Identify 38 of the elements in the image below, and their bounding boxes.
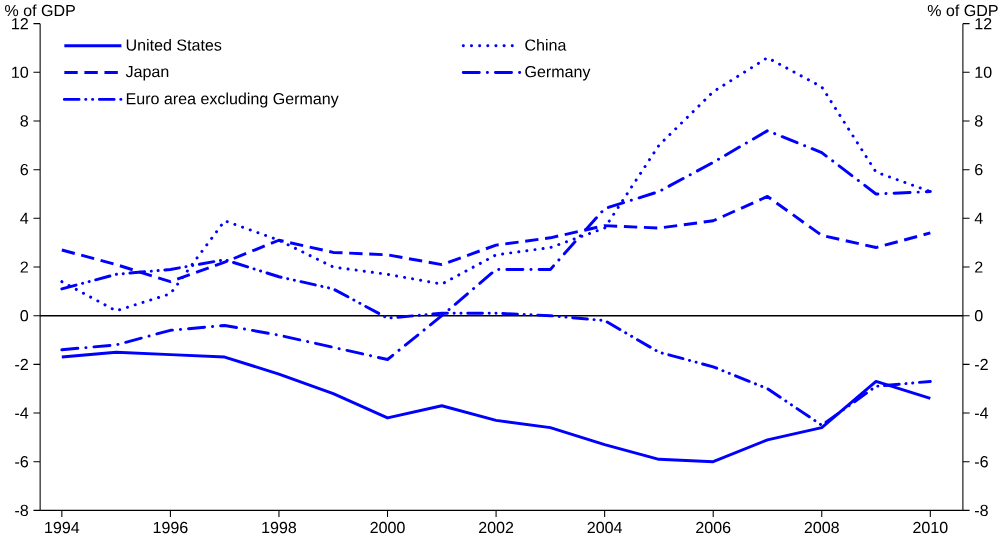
x-tick-label: 2004: [587, 522, 623, 534]
x-tick-label: 2006: [696, 522, 731, 534]
x-tick-label: 2008: [804, 522, 839, 534]
y-tick-label: -4: [15, 407, 29, 419]
y2-tick-label: -8: [975, 504, 988, 517]
y2-tick-label: 0: [974, 310, 983, 322]
y2-tick-label: -2: [975, 358, 988, 371]
y2-tick-label: 12: [975, 18, 992, 30]
y2-tick-label: 8: [974, 115, 983, 127]
y-tick-label: 6: [20, 164, 29, 176]
legend-label: Japan: [125, 66, 169, 81]
legend-label: China: [525, 39, 567, 51]
y-tick-label: 10: [12, 66, 29, 79]
y2-axis-title: % of GDP: [927, 4, 998, 17]
legend-label: Germany: [525, 66, 591, 81]
x-tick-label: 1994: [45, 522, 80, 534]
legend-label: United States: [126, 39, 222, 51]
y2-tick-label: 2: [975, 261, 983, 273]
y-tick-label: 2: [20, 261, 28, 273]
y2-tick-label: -6: [975, 456, 988, 468]
x-tick-label: 1996: [153, 522, 188, 534]
x-tick-label: 2010: [913, 522, 948, 534]
y-tick-label: 4: [20, 213, 29, 225]
y-tick-label: 0: [20, 310, 29, 322]
x-tick-label: 2002: [479, 522, 514, 534]
y-tick-label: -2: [15, 358, 28, 371]
y-tick-label: -6: [15, 456, 29, 468]
y2-tick-label: 6: [975, 164, 983, 176]
y-tick-label: 8: [20, 115, 29, 127]
y-tick-label: -8: [15, 504, 29, 517]
legend-label: Euro area excluding Germany: [126, 92, 339, 108]
x-tick-label: 2000: [370, 522, 405, 534]
y2-tick-label: -4: [975, 407, 989, 419]
y2-tick-label: 4: [974, 213, 983, 225]
y-axis-title: % of GDP: [5, 4, 75, 17]
y-tick-label: 12: [12, 18, 28, 30]
y2-tick-label: 10: [975, 66, 992, 79]
x-tick-label: 1998: [262, 522, 297, 534]
